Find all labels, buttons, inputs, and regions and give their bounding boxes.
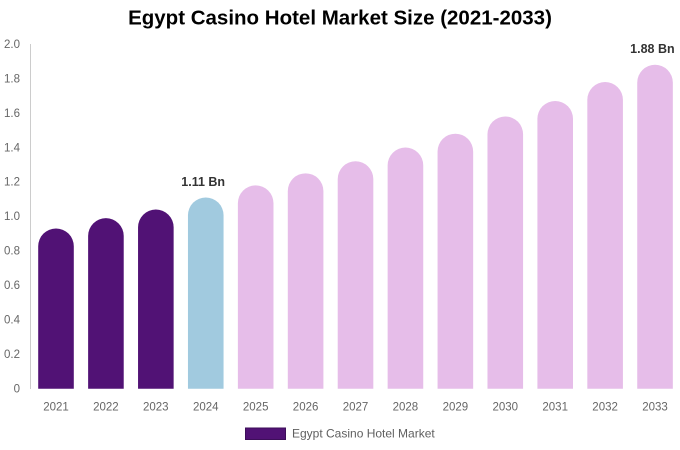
svg-text:1.88 Bn: 1.88 Bn [630,42,674,56]
svg-text:1.0: 1.0 [4,211,20,223]
svg-text:2026: 2026 [293,402,319,414]
svg-text:1.8: 1.8 [4,73,20,85]
svg-text:2028: 2028 [393,402,419,414]
svg-text:2.0: 2.0 [4,39,20,51]
svg-text:2027: 2027 [343,402,369,414]
svg-text:0.8: 0.8 [4,246,20,258]
svg-text:2023: 2023 [143,402,169,414]
svg-text:1.6: 1.6 [4,108,20,120]
svg-text:2022: 2022 [93,402,119,414]
svg-text:0.2: 0.2 [4,349,20,361]
svg-text:2030: 2030 [493,402,519,414]
svg-text:0.6: 0.6 [4,280,20,292]
svg-text:2032: 2032 [592,402,618,414]
svg-text:2025: 2025 [243,402,269,414]
svg-text:0: 0 [14,384,20,396]
svg-text:2033: 2033 [642,402,668,414]
svg-text:2031: 2031 [542,402,568,414]
svg-text:Egypt Casino Hotel Market: Egypt Casino Hotel Market [292,427,435,441]
svg-text:1.11 Bn: 1.11 Bn [181,175,225,189]
svg-text:1.2: 1.2 [4,177,20,189]
svg-text:2021: 2021 [43,402,69,414]
svg-text:1.4: 1.4 [4,142,21,154]
svg-text:2024: 2024 [193,402,219,414]
svg-text:2029: 2029 [443,402,469,414]
svg-text:Egypt Casino Hotel Market Size: Egypt Casino Hotel Market Size (2021-203… [128,7,552,30]
svg-text:0.4: 0.4 [4,315,21,327]
